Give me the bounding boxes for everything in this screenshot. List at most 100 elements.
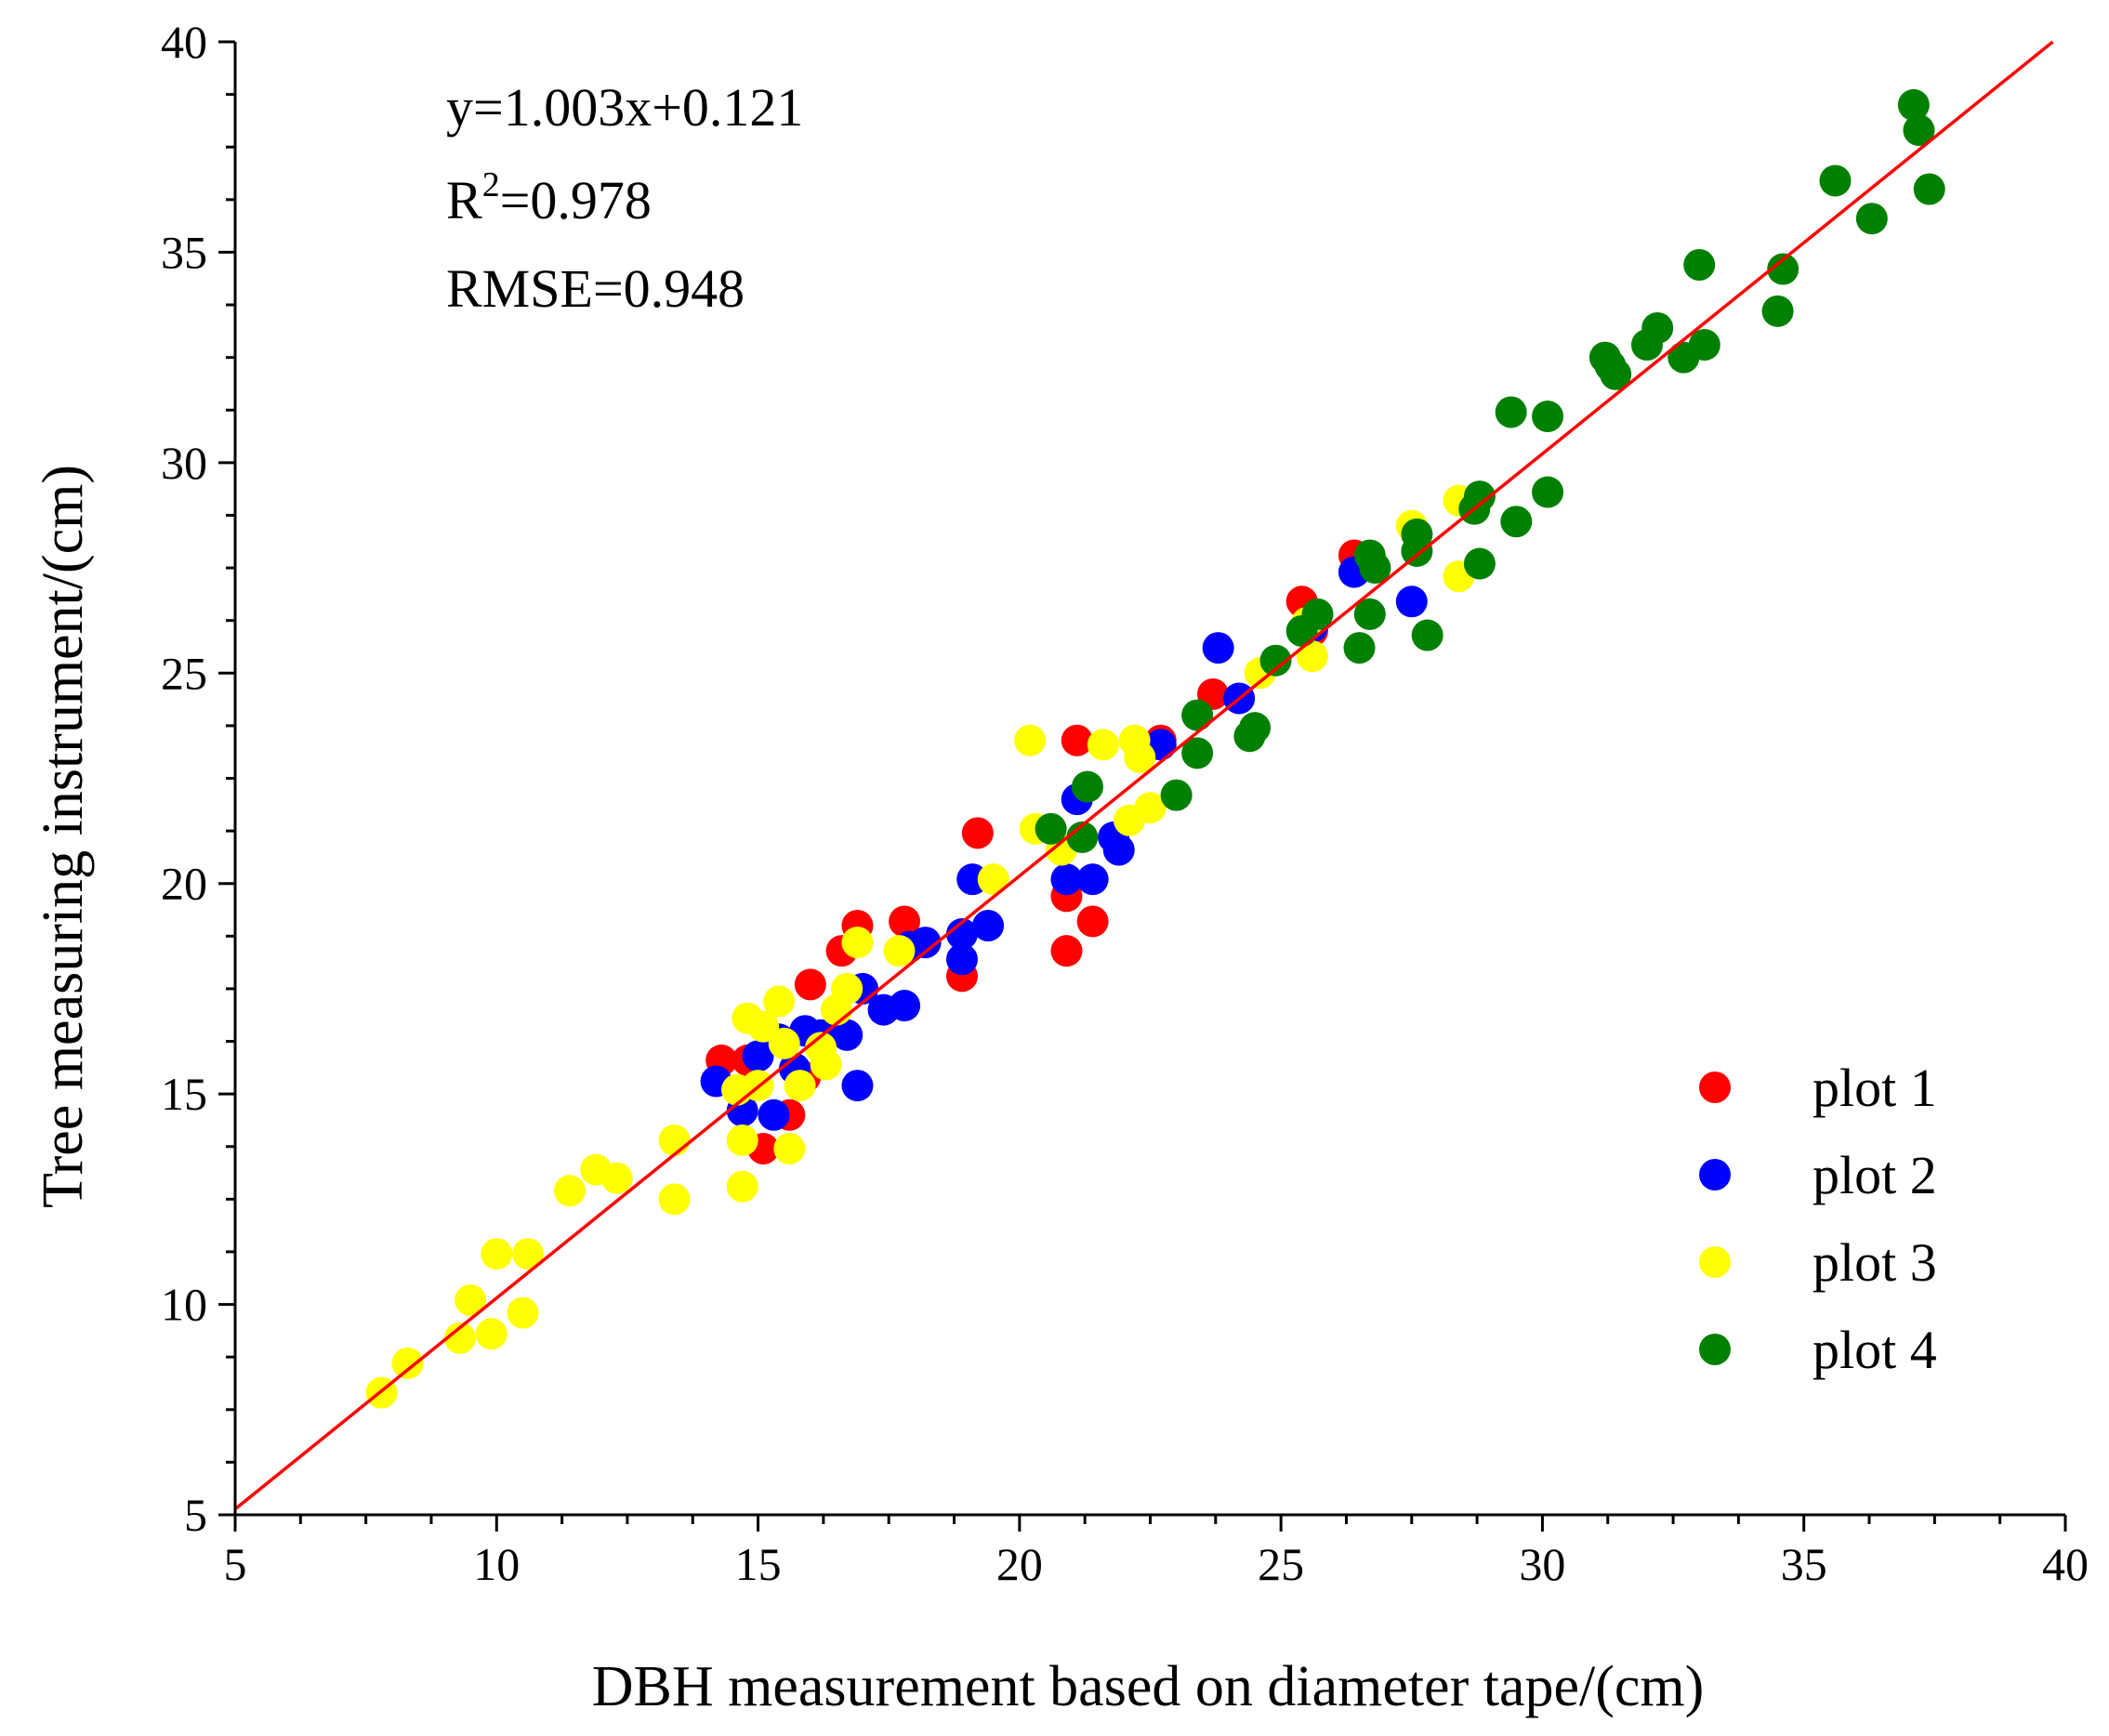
point-plot-4 <box>1688 329 1720 362</box>
point-plot-3 <box>512 1238 545 1270</box>
point-plot-1 <box>1050 935 1083 967</box>
point-plot-1 <box>1061 724 1093 756</box>
point-plot-4 <box>1600 358 1632 390</box>
point-plot-2 <box>841 1070 874 1102</box>
r2-value: =0.978 <box>500 170 652 230</box>
point-plot-3 <box>883 935 916 967</box>
y-axis-title: Tree measuring instrument/(cm) <box>32 465 95 1208</box>
point-plot-4 <box>1181 699 1214 731</box>
y-tick-label: 5 <box>184 1489 207 1541</box>
point-plot-3 <box>726 1170 758 1203</box>
point-plot-2 <box>831 1019 863 1051</box>
point-plot-3 <box>726 1124 758 1156</box>
point-plot-2 <box>972 910 1005 941</box>
point-plot-2 <box>945 943 978 976</box>
point-plot-3 <box>784 1070 816 1102</box>
point-plot-1 <box>889 905 921 938</box>
point-plot-2 <box>909 927 942 959</box>
point-plot-3 <box>763 985 796 1018</box>
r2-prefix: R <box>446 170 482 230</box>
point-plot-4 <box>1301 598 1334 630</box>
point-plot-4 <box>1401 534 1433 567</box>
equation-text: y=1.003x+0.121 <box>446 77 803 138</box>
point-plot-2 <box>1202 632 1234 664</box>
point-plot-3 <box>600 1162 633 1194</box>
rmse-text: RMSE=0.948 <box>446 258 745 319</box>
point-plot-4 <box>1903 114 1935 147</box>
y-tick-label: 25 <box>161 647 207 699</box>
r2-superscript: 2 <box>482 165 500 204</box>
point-plot-4 <box>1343 632 1376 664</box>
y-tick-label: 30 <box>161 437 207 489</box>
legend-marker <box>1699 1072 1731 1103</box>
point-plot-3 <box>475 1318 507 1350</box>
legend-label: plot 2 <box>1812 1145 1937 1205</box>
point-plot-3 <box>1014 724 1047 756</box>
point-plot-3 <box>1124 741 1156 773</box>
point-plot-3 <box>391 1347 424 1379</box>
point-plot-4 <box>1353 598 1386 630</box>
point-plot-3 <box>841 927 874 959</box>
point-plot-1 <box>794 968 826 1001</box>
point-plot-3 <box>658 1183 691 1216</box>
point-plot-3 <box>443 1322 476 1354</box>
point-plot-4 <box>1683 249 1716 282</box>
point-plot-3 <box>1087 729 1119 761</box>
point-plot-4 <box>1855 203 1888 235</box>
legend-marker <box>1699 1159 1731 1190</box>
point-plot-3 <box>1134 792 1167 824</box>
point-plot-3 <box>810 1048 842 1081</box>
point-plot-2 <box>1395 585 1428 618</box>
legend-marker <box>1699 1334 1731 1365</box>
point-plot-2 <box>945 918 978 951</box>
point-plot-4 <box>1913 173 1945 205</box>
legend-label: plot 4 <box>1812 1320 1937 1380</box>
point-plot-3 <box>977 863 1009 896</box>
point-plot-4 <box>1259 644 1292 677</box>
fit-line <box>233 40 2054 1511</box>
x-tick-label: 20 <box>996 1538 1043 1590</box>
point-plot-3 <box>481 1238 513 1270</box>
axes: 5 10 15 20 25 30 35 40 5 10 15 20 25 30 35 40 <box>161 16 2089 1590</box>
point-plot-2 <box>758 1098 790 1131</box>
r2-text: R2=0.978 <box>446 165 652 230</box>
x-tick-label: 5 <box>224 1538 247 1590</box>
legend-label: plot 3 <box>1812 1232 1937 1293</box>
x-tick-label: 35 <box>1781 1538 1827 1590</box>
point-plot-4 <box>1160 779 1193 811</box>
point-plot-4 <box>1897 88 1930 121</box>
point-plot-2 <box>1076 863 1109 896</box>
legend-label: plot 1 <box>1812 1058 1937 1118</box>
point-plot-3 <box>554 1175 587 1207</box>
x-tick-label: 10 <box>473 1538 520 1590</box>
point-plot-2 <box>1102 834 1135 866</box>
point-plot-4 <box>1463 480 1496 513</box>
point-plot-3 <box>768 1027 800 1059</box>
point-plot-3 <box>507 1296 539 1329</box>
fit-statistics: y=1.003x+0.121 R2=0.978 RMSE=0.948 <box>446 77 803 319</box>
point-plot-4 <box>1463 547 1496 580</box>
y-tick-label: 15 <box>161 1068 207 1120</box>
point-plot-3 <box>455 1284 487 1317</box>
point-plot-3 <box>773 1133 806 1165</box>
x-tick-label: 25 <box>1258 1538 1304 1590</box>
point-plot-3 <box>658 1124 691 1156</box>
point-plot-1 <box>1076 905 1109 938</box>
point-plot-4 <box>1641 311 1674 344</box>
y-tick-label: 35 <box>161 226 207 278</box>
point-plot-4 <box>1181 737 1214 769</box>
point-plot-4 <box>1761 295 1794 327</box>
point-plot-4 <box>1532 476 1564 508</box>
point-plot-4 <box>1239 712 1272 744</box>
point-plot-4 <box>1411 619 1443 651</box>
point-plot-2 <box>1050 863 1083 896</box>
x-tick-label: 40 <box>2042 1538 2089 1590</box>
point-plot-3 <box>831 972 863 1005</box>
point-plot-4 <box>1495 396 1527 428</box>
point-plot-2 <box>889 990 921 1022</box>
plot-area <box>233 40 2054 1511</box>
x-tick-label: 15 <box>735 1538 782 1590</box>
y-tick-label: 20 <box>161 858 207 910</box>
legend-marker <box>1699 1246 1731 1278</box>
